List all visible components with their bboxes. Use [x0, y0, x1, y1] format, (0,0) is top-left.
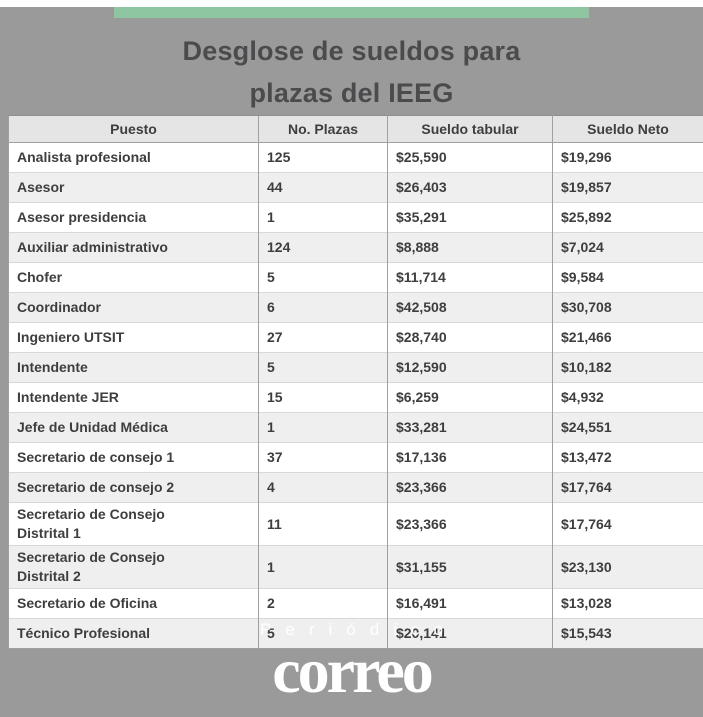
page-title: Desglose de sueldos para plazas del IEEG [0, 30, 703, 114]
cell-sueldo-tabular: $12,590 [387, 352, 553, 383]
cell-no-plazas: 44 [258, 172, 388, 203]
cell-no-plazas: 2 [258, 588, 388, 619]
table-row: Secretario de Consejo Distrital 1 11 $23,3… [8, 502, 703, 546]
table-row: Ingeniero UTSIT 27 $28,740 $21,466 [8, 322, 703, 353]
cell-sueldo-tabular: $17,136 [387, 442, 553, 473]
cell-sueldo-neto: $13,028 [552, 588, 703, 619]
cell-sueldo-neto: $30,708 [552, 292, 703, 323]
cell-sueldo-neto: $9,584 [552, 262, 703, 293]
cell-sueldo-tabular: $35,291 [387, 202, 553, 233]
table-row: Técnico Profesional 5 $20,141 $15,543 [8, 618, 703, 649]
table-row: Chofer 5 $11,714 $9,584 [8, 262, 703, 293]
cell-puesto: Intendente JER [8, 382, 259, 413]
table-row: Jefe de Unidad Médica 1 $33,281 $24,551 [8, 412, 703, 443]
column-header-no-plazas: No. Plazas [258, 115, 388, 143]
cell-sueldo-neto: $4,932 [552, 382, 703, 413]
table-row: Intendente 5 $12,590 $10,182 [8, 352, 703, 383]
accent-bar [114, 7, 589, 18]
cell-sueldo-neto: $21,466 [552, 322, 703, 353]
cell-no-plazas: 5 [258, 352, 388, 383]
cell-no-plazas: 5 [258, 262, 388, 293]
cell-no-plazas: 4 [258, 472, 388, 503]
footer-branding: Periódico correo [0, 620, 703, 706]
cell-sueldo-tabular: $11,714 [387, 262, 553, 293]
cell-no-plazas: 37 [258, 442, 388, 473]
cell-no-plazas: 125 [258, 142, 388, 173]
table-row: Asesor 44 $26,403 $19,857 [8, 172, 703, 203]
table-row: Analista profesional 125 $25,590 $19,296 [8, 142, 703, 173]
cell-no-plazas: 1 [258, 545, 388, 589]
table-row: Asesor presidencia 1 $35,291 $25,892 [8, 202, 703, 233]
cell-sueldo-neto: $17,764 [552, 502, 703, 546]
cell-no-plazas: 11 [258, 502, 388, 546]
cell-puesto: Jefe de Unidad Médica [8, 412, 259, 443]
cell-no-plazas: 27 [258, 322, 388, 353]
footer-kicker: Periódico [260, 620, 457, 639]
cell-no-plazas: 5 [258, 618, 388, 649]
cell-puesto: Secretario de consejo 2 [8, 472, 259, 503]
cell-puesto: Intendente [8, 352, 259, 383]
cell-sueldo-neto: $10,182 [552, 352, 703, 383]
cell-sueldo-tabular: $28,740 [387, 322, 553, 353]
cell-sueldo-neto: $15,543 [552, 618, 703, 649]
cell-puesto: Ingeniero UTSIT [8, 322, 259, 353]
cell-puesto: Técnico Profesional [8, 618, 259, 649]
cell-sueldo-neto: $17,764 [552, 472, 703, 503]
cell-sueldo-tabular: $25,590 [387, 142, 553, 173]
cell-puesto: Secretario de consejo 1 [8, 442, 259, 473]
cell-sueldo-neto: $19,296 [552, 142, 703, 173]
cell-sueldo-neto: $19,857 [552, 172, 703, 203]
table-row: Secretario de consejo 1 37 $17,136 $13,472 [8, 442, 703, 473]
cell-sueldo-neto: $25,892 [552, 202, 703, 233]
cell-puesto: Analista profesional [8, 142, 259, 173]
column-header-sueldo-neto: Sueldo Neto [552, 115, 703, 143]
cell-no-plazas: 1 [258, 202, 388, 233]
cell-puesto: Coordinador [8, 292, 259, 323]
page-title-line1: Desglose de sueldos para [182, 36, 521, 66]
cell-sueldo-tabular: $20,141 [387, 618, 553, 649]
table-header-row: Puesto No. Plazas Sueldo tabular Sueldo … [8, 115, 703, 143]
cell-sueldo-tabular: $31,155 [387, 545, 553, 589]
cell-sueldo-neto: $23,130 [552, 545, 703, 589]
cell-puesto: Asesor presidencia [8, 202, 259, 233]
cell-sueldo-tabular: $16,491 [387, 588, 553, 619]
cell-sueldo-tabular: $33,281 [387, 412, 553, 443]
table-row: Auxiliar administrativo 124 $8,888 $7,024 [8, 232, 703, 263]
cell-puesto: Chofer [8, 262, 259, 293]
cell-puesto: Asesor [8, 172, 259, 203]
cell-sueldo-neto: $13,472 [552, 442, 703, 473]
cell-no-plazas: 15 [258, 382, 388, 413]
salary-table: Puesto No. Plazas Sueldo tabular Sueldo … [8, 115, 703, 649]
cell-no-plazas: 6 [258, 292, 388, 323]
correo-logo: correo [272, 635, 433, 706]
cell-sueldo-tabular: $6,259 [387, 382, 553, 413]
column-header-puesto: Puesto [8, 115, 259, 143]
table-row: Secretario de consejo 2 4 $23,366 $17,764 [8, 472, 703, 503]
table-row: Coordinador 6 $42,508 $30,708 [8, 292, 703, 323]
cell-no-plazas: 124 [258, 232, 388, 263]
cell-sueldo-neto: $7,024 [552, 232, 703, 263]
cell-puesto: Secretario de Consejo Distrital 1 [8, 502, 259, 546]
cell-puesto: Secretario de Oficina [8, 588, 259, 619]
cell-sueldo-tabular: $23,366 [387, 472, 553, 503]
table-row: Secretario de Consejo Distrital 2 1 $31,15… [8, 545, 703, 589]
cell-sueldo-tabular: $23,366 [387, 502, 553, 546]
cell-puesto: Auxiliar administrativo [8, 232, 259, 263]
page-title-line2: plazas del IEEG [249, 78, 454, 108]
cell-sueldo-tabular: $8,888 [387, 232, 553, 263]
cell-sueldo-tabular: $26,403 [387, 172, 553, 203]
table-row: Intendente JER 15 $6,259 $4,932 [8, 382, 703, 413]
table-row: Secretario de Oficina 2 $16,491 $13,028 [8, 588, 703, 619]
cell-puesto: Secretario de Consejo Distrital 2 [8, 545, 259, 589]
cell-sueldo-neto: $24,551 [552, 412, 703, 443]
cell-sueldo-tabular: $42,508 [387, 292, 553, 323]
column-header-sueldo-tabular: Sueldo tabular [387, 115, 553, 143]
cell-no-plazas: 1 [258, 412, 388, 443]
